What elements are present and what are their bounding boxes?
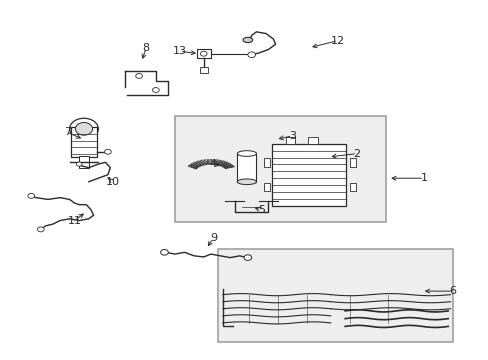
Circle shape (76, 162, 82, 166)
Text: 13: 13 (172, 46, 186, 56)
Circle shape (28, 193, 35, 198)
Text: 2: 2 (353, 149, 360, 158)
Circle shape (200, 51, 207, 56)
Bar (79, 156, 89, 168)
Bar (264, 158, 269, 167)
Text: 7: 7 (63, 127, 71, 138)
Text: 3: 3 (288, 131, 295, 141)
Bar (237, 153, 256, 182)
Circle shape (104, 149, 111, 154)
Circle shape (38, 227, 44, 232)
Bar (70, 127, 97, 157)
Text: 5: 5 (257, 205, 264, 215)
Text: 4: 4 (209, 159, 217, 169)
Text: 11: 11 (67, 216, 81, 226)
Bar (200, 67, 207, 73)
Circle shape (136, 73, 142, 78)
Circle shape (75, 122, 92, 135)
Bar (175, 117, 385, 222)
Bar (285, 138, 295, 144)
Text: 10: 10 (105, 177, 120, 187)
Circle shape (69, 118, 98, 139)
Bar (264, 183, 269, 191)
Text: 9: 9 (209, 233, 217, 243)
Bar (349, 183, 355, 191)
Circle shape (160, 249, 168, 255)
Circle shape (247, 52, 255, 58)
Circle shape (244, 255, 251, 260)
Ellipse shape (237, 179, 256, 185)
Text: 1: 1 (420, 173, 427, 183)
Bar (218, 249, 452, 342)
Text: 6: 6 (448, 286, 455, 296)
Bar (307, 138, 317, 144)
Circle shape (152, 87, 159, 93)
Bar (196, 49, 210, 58)
Text: 12: 12 (330, 36, 345, 46)
Bar (271, 144, 346, 206)
Ellipse shape (243, 37, 252, 42)
Text: 8: 8 (142, 43, 149, 53)
Bar (349, 158, 355, 167)
Ellipse shape (237, 151, 256, 156)
